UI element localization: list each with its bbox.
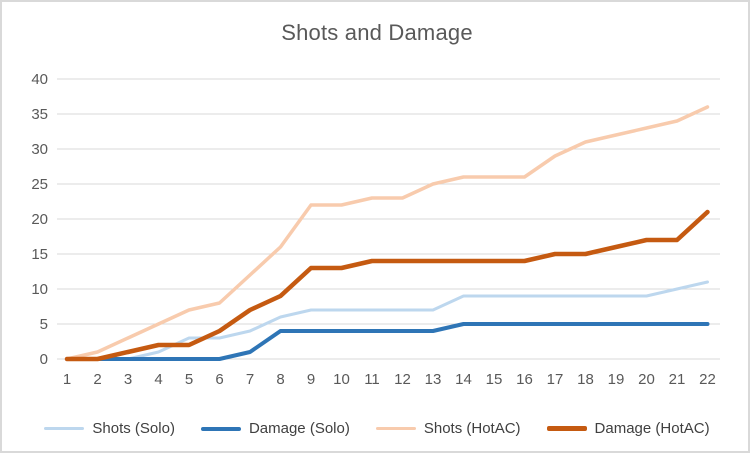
x-axis-tick-label: 17 (547, 371, 564, 388)
y-axis-tick-label: 30 (31, 141, 48, 158)
y-axis-tick-label: 40 (31, 71, 48, 88)
line-series-damage-solo (65, 322, 710, 361)
x-axis-tick-label: 11 (364, 371, 380, 388)
chart-legend: Shots (Solo) Damage (Solo) Shots (HotAC) Da… (2, 420, 748, 437)
x-axis-tick-label: 14 (455, 371, 472, 388)
legend-label: Damage (HotAC) (594, 420, 710, 437)
x-axis-tick-label: 10 (333, 371, 350, 388)
legend-line-swatch (546, 426, 587, 431)
y-axis-tick-label: 5 (40, 316, 48, 333)
x-axis-tick-label: 20 (638, 371, 655, 388)
x-axis-tick-label: 6 (215, 371, 223, 388)
x-axis-tick-label: 1 (63, 371, 71, 388)
x-axis-tick-label: 15 (486, 371, 503, 388)
legend-item-damage-solo: Damage (Solo) (200, 420, 350, 437)
chart-title: Shots and Damage (281, 20, 473, 45)
x-axis-tick-label: 16 (516, 371, 533, 388)
legend-label: Shots (Solo) (92, 420, 175, 437)
x-axis-tick-label: 12 (394, 371, 411, 388)
line-series-shots-hotac (65, 105, 710, 361)
legend-line-swatch (44, 427, 85, 430)
x-axis-tick-label: 13 (425, 371, 442, 388)
x-axis-tick-label: 21 (669, 371, 686, 388)
legend-label: Shots (HotAC) (423, 420, 521, 437)
x-axis-tick-label: 3 (124, 371, 132, 388)
legend-label: Damage (Solo) (248, 420, 350, 437)
x-axis-tick-label: 5 (185, 371, 193, 388)
x-axis-tick-label: 9 (307, 371, 315, 388)
x-axis-tick-label: 8 (276, 371, 284, 388)
legend-line-swatch (200, 426, 241, 431)
legend-item-shots-solo: Shots (Solo) (44, 420, 175, 437)
x-axis-tick-label: 19 (608, 371, 625, 388)
x-axis-tick-label: 18 (577, 371, 594, 388)
line-series-damage-hotac (64, 209, 710, 362)
x-axis-tick-label: 2 (93, 371, 101, 388)
y-axis-tick-label: 0 (40, 351, 48, 368)
y-axis-tick-label: 20 (31, 211, 48, 228)
x-axis-tick-label: 4 (154, 371, 162, 388)
legend-item-shots-hotac: Shots (HotAC) (375, 420, 521, 437)
y-axis-tick-label: 25 (31, 176, 48, 193)
legend-item-damage-hotac: Damage (HotAC) (546, 420, 710, 437)
legend-line-swatch (375, 426, 416, 431)
y-axis-tick-label: 10 (31, 281, 48, 298)
y-axis-tick-label: 35 (31, 106, 48, 123)
x-axis-tick-label: 22 (699, 371, 716, 388)
y-axis-tick-label: 15 (31, 246, 48, 263)
x-axis-tick-label: 7 (246, 371, 254, 388)
